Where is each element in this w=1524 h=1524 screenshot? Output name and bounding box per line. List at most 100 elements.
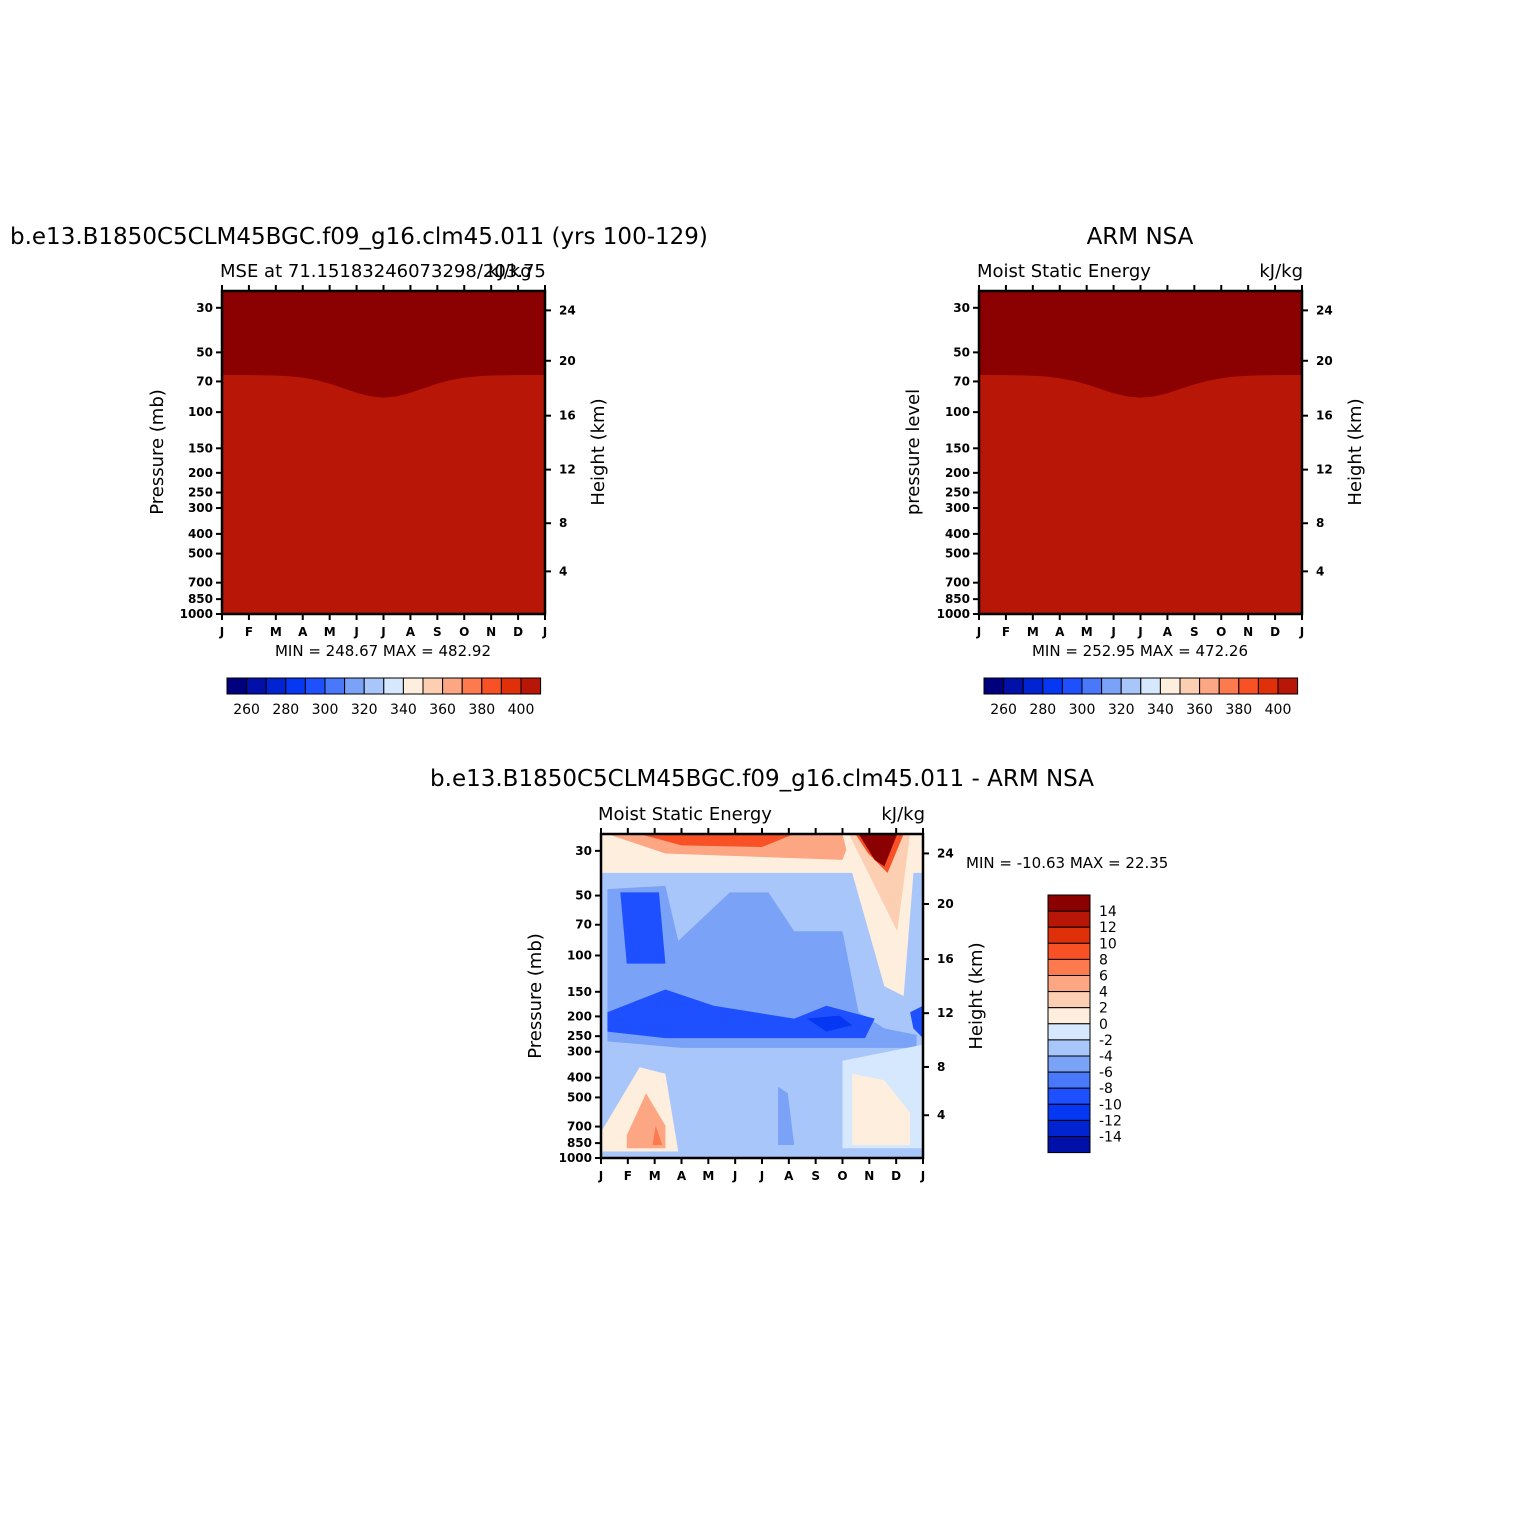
obs-colorbar-swatch (1081, 677, 1103, 695)
diff-ylabel-left: Pressure (mb) (525, 933, 546, 1059)
model-colorbar-label: 340 (390, 702, 417, 718)
obs-ytick-label: 200 (945, 466, 970, 480)
obs-colorbar-swatch (1218, 677, 1240, 695)
diff-band (910, 1005, 923, 1039)
obs-minmax: MIN = 252.95 MAX = 472.26 (1032, 642, 1248, 660)
diff-colorbar-label: 10 (1099, 936, 1117, 952)
model-colorbar-swatch (363, 677, 385, 695)
model-xtick-label: A (406, 625, 416, 639)
obs-colorbar-swatch (1101, 677, 1122, 695)
model-colorbar-label: 400 (508, 702, 535, 718)
diff-title: b.e13.B1850C5CLM45BGC.f09_g16.clm45.011 … (430, 766, 1094, 792)
obs-ytick-label: 400 (945, 527, 970, 541)
model-xtick-label: J (542, 625, 547, 639)
obs-colorbar-label: 320 (1108, 702, 1135, 718)
model-colorbar-swatch (481, 677, 502, 695)
obs-colorbar-label: 260 (990, 702, 1017, 718)
diff-colorbar-swatch (1047, 1023, 1091, 1041)
diff-xtick-label: J (920, 1169, 925, 1183)
obs-ylabel-left: pressure level (903, 389, 924, 515)
obs-ytick-label: 30 (953, 301, 970, 315)
model-colorbar-swatch (304, 677, 326, 695)
obs-band (979, 375, 1302, 614)
obs-ytick-label: 70 (953, 374, 970, 388)
obs-left-string: Moist Static Energy (977, 261, 1151, 282)
diff-ytick-label: 100 (567, 949, 592, 963)
model-colorbar-label: 380 (468, 702, 495, 718)
model-colorbar-swatch (285, 677, 306, 695)
model-colorbar-swatch (324, 677, 346, 695)
diff-xtick-label: A (784, 1169, 794, 1183)
model-xtick-label: J (380, 625, 385, 639)
model-xtick-label: J (353, 625, 358, 639)
diff-ytick-label: 1000 (559, 1151, 592, 1165)
model-ylabel-left: Pressure (mb) (147, 389, 168, 515)
diff-ytick-label: 250 (567, 1029, 592, 1043)
model-colorbar-swatch (461, 677, 483, 695)
obs-colorbar-swatch (1140, 677, 1161, 695)
model-xtick-label: M (270, 625, 282, 639)
obs-right-string: kJ/kg (1259, 261, 1303, 282)
diff-colorbar-label: -14 (1099, 1130, 1122, 1146)
diff-colorbar-swatch (1047, 975, 1091, 993)
model-ytick-right-label: 4 (559, 564, 567, 578)
diff-colorbar-swatch (1047, 1071, 1091, 1089)
diff-colorbar-label: -10 (1099, 1097, 1122, 1113)
obs-xtick-label: M (1081, 625, 1093, 639)
model-ytick-label: 50 (196, 345, 213, 359)
diff-xtick-label: D (891, 1169, 901, 1183)
obs-ytick-right-label: 8 (1316, 516, 1324, 530)
diff-xtick-label: M (649, 1169, 661, 1183)
diff-xtick-label: A (677, 1169, 687, 1183)
obs-colorbar-label: 380 (1225, 702, 1252, 718)
diff-ytick-right-label: 20 (937, 897, 954, 911)
diff-colorbar-label: 6 (1099, 969, 1108, 985)
model-ytick-label: 300 (188, 501, 213, 515)
obs-ytick-label: 50 (953, 345, 970, 359)
obs-colorbar: 260 280 300 320 340 360 380 400 (983, 677, 1299, 718)
obs-colorbar-swatch (1277, 677, 1299, 695)
diff-band (778, 1086, 795, 1146)
model-xtick-label: F (245, 625, 253, 639)
model-xtick-label: S (433, 625, 442, 639)
diff-colorbar-swatch (1047, 958, 1091, 977)
model-ytick-right-label: 16 (559, 409, 576, 423)
obs-title: ARM NSA (1087, 224, 1194, 250)
obs-xtick-label: J (1299, 625, 1304, 639)
model-xtick-label: M (324, 625, 336, 639)
model-minmax: MIN = 248.67 MAX = 482.92 (275, 642, 491, 660)
obs-colorbar-swatch (1120, 677, 1142, 695)
model-colorbar-swatch (442, 677, 463, 695)
obs-colorbar-label: 400 (1265, 702, 1292, 718)
model-colorbar-label: 320 (351, 702, 378, 718)
obs-colorbar-swatch (983, 677, 1005, 695)
diff-colorbar-swatch (1047, 910, 1091, 928)
diff-xtick-label: F (624, 1169, 632, 1183)
diff-colorbar-swatch (1047, 926, 1091, 944)
obs-xtick-label: J (976, 625, 981, 639)
model-xtick-label: J (219, 625, 224, 639)
model-band (222, 375, 545, 614)
obs-xtick-label: F (1002, 625, 1010, 639)
obs-colorbar-label: 340 (1147, 702, 1174, 718)
obs-colorbar-label: 300 (1069, 702, 1096, 718)
model-ytick-label: 100 (188, 405, 213, 419)
obs-ytick-label: 500 (945, 547, 970, 561)
model-ytick-label: 30 (196, 301, 213, 315)
obs-colorbar-swatch (1238, 677, 1259, 695)
diff-colorbar-swatch (1047, 991, 1091, 1009)
model-ytick-right-label: 8 (559, 516, 567, 530)
model-colorbar-label: 260 (233, 702, 260, 718)
diff-colorbar-label: -8 (1099, 1081, 1113, 1097)
obs-colorbar-swatch (1199, 677, 1220, 695)
obs-xtick-label: J (1110, 625, 1115, 639)
diff-colorbar-swatch (1047, 942, 1091, 960)
diff-ytick-label: 50 (575, 889, 592, 903)
diff-colorbar-label: -6 (1099, 1065, 1113, 1081)
obs-ytick-label: 850 (945, 592, 970, 606)
model-ytick-label: 70 (196, 374, 213, 388)
